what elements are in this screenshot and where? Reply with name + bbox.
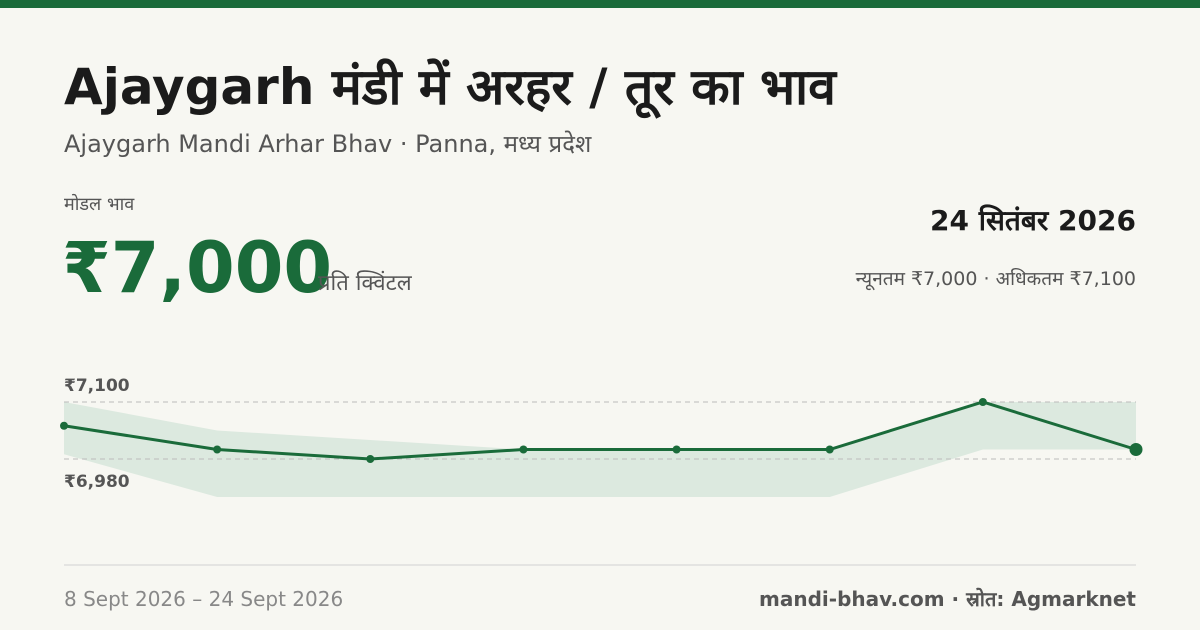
- price-value: ₹7,000: [62, 227, 332, 309]
- price-point: [213, 445, 222, 454]
- price-unit: प्रति क्विंटल: [318, 270, 413, 296]
- footer-source: mandi-bhav.com · स्रोत: Agmarknet: [759, 587, 1136, 611]
- price-line: [63, 400, 1137, 461]
- price-point: [978, 398, 987, 406]
- price-point: [60, 421, 68, 430]
- price-range: न्यूनतम ₹7,000 · अधिकतम ₹7,100: [856, 267, 1136, 291]
- price-date: 24 सितंबर 2026: [930, 204, 1136, 237]
- price-point: [519, 445, 528, 454]
- chart: ₹6,980 ₹7,100: [60, 376, 1143, 497]
- price-label: मोडल भाव: [64, 193, 135, 215]
- footer-period: 8 Sept 2026 – 24 Sept 2026: [64, 587, 343, 611]
- price-point: [672, 445, 681, 454]
- title: Ajaygarh मंडी में अरहर / तूर का भाव: [64, 58, 838, 119]
- price-point: [825, 445, 834, 454]
- price-point: [366, 455, 375, 463]
- top-bar: [0, 0, 1200, 8]
- price-point: [1129, 443, 1143, 456]
- y-tick-label: ₹6,980: [64, 472, 130, 492]
- subtitle: Ajaygarh Mandi Arhar Bhav · Panna, मध्य …: [64, 130, 592, 158]
- y-tick-label: ₹7,100: [64, 376, 130, 396]
